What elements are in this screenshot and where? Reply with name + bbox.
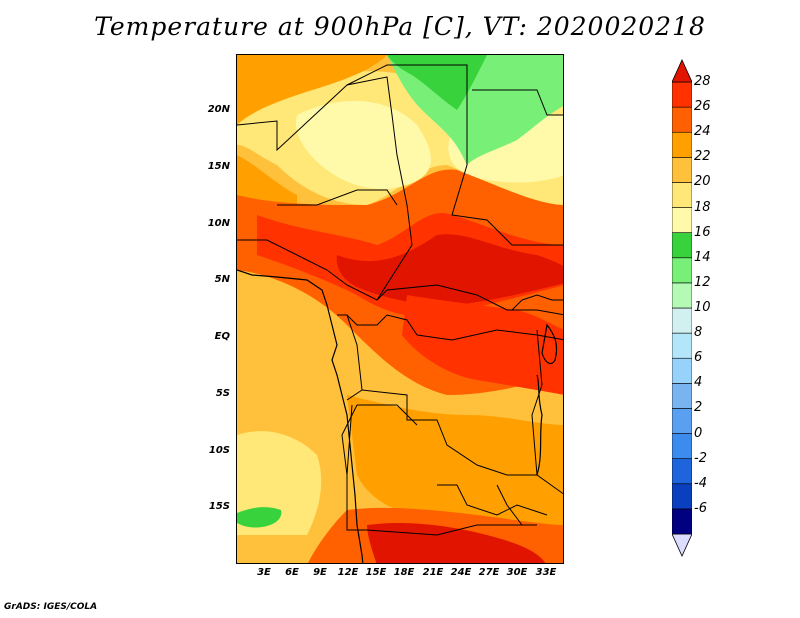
lat-label-15n: 15N [207, 161, 230, 172]
colorbar [672, 59, 692, 557]
field-south-orange [347, 395, 563, 525]
colorbar-label: 12 [694, 274, 711, 290]
colorbar-label: 16 [694, 224, 711, 240]
field-sw-green [237, 507, 282, 528]
lon-label-12e: 12E [337, 567, 359, 578]
colorbar-segment [672, 157, 692, 183]
lon-label-33e: 33E [535, 567, 557, 578]
colorbar-segment [672, 357, 692, 384]
map-panel [236, 54, 564, 564]
colorbar-segment [672, 106, 692, 133]
lon-label-9e: 9E [313, 567, 327, 578]
country-borders [237, 64, 563, 536]
lon-label-24e: 24E [450, 567, 472, 578]
lat-label-15s: 15S [208, 501, 230, 512]
colorbar-label: 8 [694, 325, 703, 341]
colorbar-label: 2 [694, 400, 703, 416]
colorbar-segment [672, 307, 692, 334]
colorbar-label: 28 [694, 74, 711, 89]
chart-title: Temperature at 900hPa [C], VT: 202002021… [94, 12, 706, 41]
colorbar-segment [672, 81, 692, 108]
colorbar-label: 4 [694, 375, 703, 391]
colorbar-label: -6 [694, 500, 707, 516]
lon-label-30e: 30E [506, 567, 528, 578]
colorbar-label: 22 [694, 149, 711, 165]
colorbar-segment [672, 408, 692, 434]
colorbar-under-triangle [672, 533, 692, 557]
field-hot-core-darkred [336, 234, 563, 306]
colorbar-segment [672, 483, 692, 510]
colorbar-segment [672, 332, 692, 359]
lat-label-20n: 20N [207, 104, 230, 115]
temperature-field [237, 55, 563, 563]
colorbar-label: 26 [694, 99, 711, 115]
lon-label-6e: 6E [285, 567, 299, 578]
field-congo-red [402, 295, 563, 395]
lon-label-15e: 15E [365, 567, 387, 578]
colorbar-label: 24 [694, 124, 711, 140]
colorbar-label: 10 [694, 300, 711, 315]
colorbar-segment [672, 458, 692, 485]
lat-label-5n: 5N [214, 274, 230, 285]
colorbar-label: 20 [694, 174, 711, 190]
colorbar-segment [672, 131, 692, 158]
colorbar-label: 14 [694, 249, 711, 265]
lon-label-3e: 3E [257, 567, 271, 578]
colorbar-label: 6 [694, 350, 703, 366]
colorbar-segment [672, 383, 692, 409]
field-sahara-lightyellow [296, 101, 431, 190]
lon-label-27e: 27E [478, 567, 500, 578]
lon-label-18e: 18E [393, 567, 415, 578]
field-nw-orange [237, 55, 387, 125]
colorbar-segment [672, 232, 692, 259]
lat-label-eq: EQ [214, 331, 230, 342]
colorbar-label: -4 [694, 475, 707, 491]
lat-label-5s: 5S [215, 388, 230, 399]
colorbar-over-triangle [672, 59, 692, 83]
lat-label-10n: 10N [207, 218, 230, 229]
colorbar-segment [672, 182, 692, 208]
colorbar-segment [672, 433, 692, 459]
lon-label-21e: 21E [422, 567, 444, 578]
colorbar-label: 0 [694, 425, 703, 441]
colorbar-segment [672, 282, 692, 309]
colorbar-segment [672, 257, 692, 284]
footer-credit: GrADS: IGES/COLA [4, 602, 98, 612]
colorbar-segment [672, 207, 692, 233]
lat-label-10s: 10S [208, 445, 230, 456]
field-ne-darkgreen [387, 55, 487, 110]
colorbar-segment [672, 508, 692, 535]
colorbar-label: -2 [694, 450, 707, 466]
coastlines [237, 269, 558, 563]
colorbar-label: 18 [694, 199, 711, 215]
